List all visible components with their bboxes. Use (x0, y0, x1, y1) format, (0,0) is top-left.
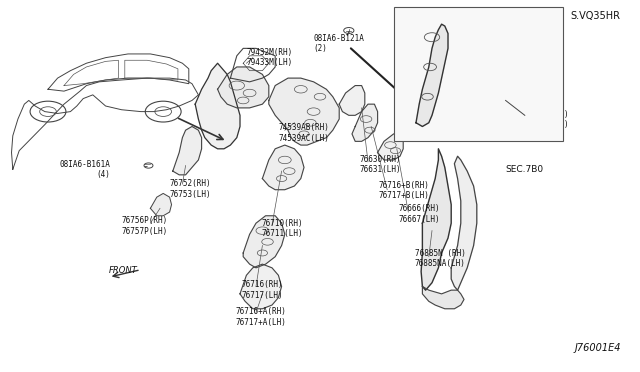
Text: 76630(RH)
76631(LH): 76630(RH) 76631(LH) (360, 155, 401, 174)
Polygon shape (262, 145, 304, 190)
Polygon shape (243, 216, 285, 268)
Text: 76716+A(RH)
76717+A(LH): 76716+A(RH) 76717+A(LH) (236, 307, 286, 327)
Polygon shape (416, 24, 448, 126)
Text: 76716(RH)
76717(LH): 76716(RH) 76717(LH) (242, 280, 284, 300)
Polygon shape (218, 67, 269, 108)
Text: 76752(RH)
76753(LH): 76752(RH) 76753(LH) (170, 179, 211, 199)
Polygon shape (195, 63, 240, 149)
Text: 08IA6-B121A
(2): 08IA6-B121A (2) (314, 34, 364, 53)
Polygon shape (173, 126, 202, 175)
Text: J76001E4: J76001E4 (574, 343, 621, 353)
Polygon shape (352, 104, 378, 141)
Bar (394, 7, 563, 141)
Polygon shape (422, 286, 464, 309)
Polygon shape (378, 134, 403, 160)
Polygon shape (451, 156, 477, 290)
Text: 76752(RH)
76753(LH): 76752(RH) 76753(LH) (528, 110, 570, 129)
Polygon shape (240, 264, 282, 309)
Text: 79432M(RH)
79433M(LH): 79432M(RH) 79433M(LH) (246, 48, 292, 67)
Text: 08IA6-B161A
(4): 08IA6-B161A (4) (60, 160, 110, 179)
Polygon shape (339, 86, 365, 115)
Text: FRONT: FRONT (109, 266, 138, 275)
Polygon shape (269, 78, 339, 145)
Text: 76666(RH)
76667(LH): 76666(RH) 76667(LH) (398, 204, 440, 224)
Text: 76756P(RH)
76757P(LH): 76756P(RH) 76757P(LH) (122, 217, 168, 236)
Text: 76710(RH)
76711(LH): 76710(RH) 76711(LH) (261, 219, 303, 238)
Text: 76716+B(RH)
76717+B(LH): 76716+B(RH) 76717+B(LH) (379, 181, 429, 200)
Text: S.VQ35HR: S.VQ35HR (571, 11, 621, 21)
Text: 76885N (RH)
76885NA(LH): 76885N (RH) 76885NA(LH) (415, 249, 465, 268)
Polygon shape (421, 149, 451, 290)
Text: 74539AB(RH)
74539AC(LH): 74539AB(RH) 74539AC(LH) (278, 124, 329, 143)
Polygon shape (150, 193, 172, 216)
Text: SEC.7B0: SEC.7B0 (506, 165, 544, 174)
